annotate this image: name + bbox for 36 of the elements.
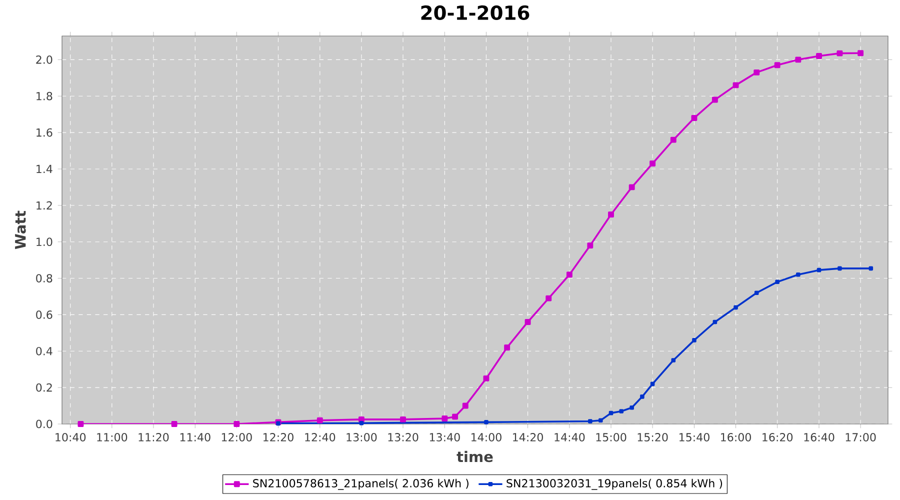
legend-label: SN2130032031_19panels( 0.854 kWh ) (506, 478, 722, 490)
x-tick-label: 15:00 (596, 433, 626, 442)
y-tick-label: 0.2 (36, 383, 52, 392)
y-tick-label: 1.2 (36, 201, 52, 210)
y-tick-label: 0.8 (36, 274, 52, 282)
y-tick-label: 0.4 (36, 346, 52, 356)
x-tick-label: 13:00 (346, 433, 377, 442)
x-tick-label: 12:20 (264, 433, 294, 442)
y-tick-label: 1.6 (36, 128, 52, 137)
x-tick-label: 16:00 (721, 433, 751, 442)
x-tick-label: 15:40 (679, 433, 710, 442)
x-tick-label: 14:00 (471, 433, 502, 442)
x-tick-label: 13:20 (388, 433, 418, 442)
x-tick-label: 16:20 (762, 433, 793, 442)
x-tick-label: 11:00 (97, 433, 128, 442)
x-tick-label: 14:40 (554, 433, 585, 442)
y-tick-label: 0.6 (36, 310, 52, 319)
x-tick-label: 15:20 (638, 433, 668, 442)
x-tick-label: 10:40 (56, 433, 86, 442)
x-tick-label: 14:20 (513, 433, 543, 442)
y-tick-label: 1.4 (36, 164, 52, 174)
y-axis-title: Watt (15, 210, 26, 250)
y-tick-label: 2.0 (36, 55, 52, 64)
x-axis-title: time (456, 450, 493, 462)
y-tick-label: 0.0 (36, 420, 52, 428)
x-tick-label: 16:40 (804, 433, 834, 442)
y-tick-label: 1.8 (36, 92, 52, 100)
x-tick-label: 11:40 (180, 433, 210, 442)
legend-label: SN2100578613_21panels( 2.036 kWh ) (253, 478, 468, 490)
x-tick-label: 17:00 (846, 433, 876, 442)
y-tick-label: 1.0 (36, 238, 52, 246)
x-tick-label: 12:40 (305, 433, 336, 442)
x-tick-label: 12:00 (222, 433, 252, 442)
x-tick-label: 11:20 (138, 433, 169, 442)
x-tick-label: 13:40 (430, 433, 460, 442)
chart-title: 20-1-2016 (421, 5, 530, 20)
